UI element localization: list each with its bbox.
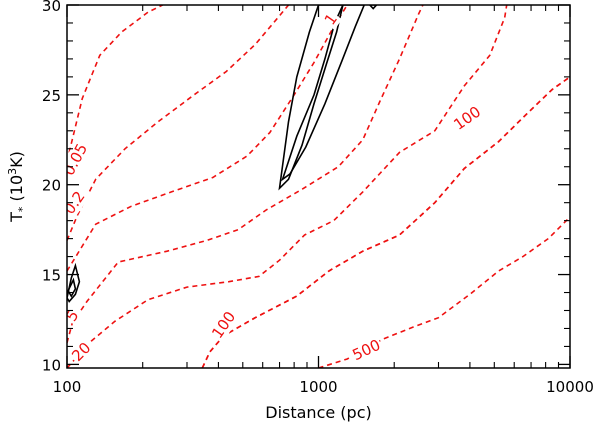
red-contour-0 (67, 5, 163, 162)
contour-label-bg-7 (348, 335, 385, 365)
black-contour-2 (368, 5, 378, 10)
red-contour-5 (201, 76, 570, 368)
y-axis-label-unit-sup: 3 (6, 168, 19, 175)
contour-label-5: 100 (208, 308, 239, 342)
contour-label-bg-6 (449, 101, 486, 135)
y-tick-label: 10 (42, 356, 61, 374)
x-ticks: 100 1000 10000 (53, 5, 594, 396)
contour-label-4: 20 (68, 339, 94, 365)
contour-label-bg-1 (67, 184, 91, 221)
contour-label-bg-2 (319, 8, 343, 30)
black-contour-4 (67, 277, 77, 298)
black-contour-3 (67, 262, 81, 303)
x-tick-label: 10000 (546, 378, 594, 396)
y-axis-label-main: T (7, 212, 26, 223)
y-tick-label: 25 (42, 87, 61, 105)
contour-label-bg-5 (207, 307, 240, 343)
x-axis-label: Distance (pc) (265, 403, 371, 422)
red-contour-3 (67, 5, 424, 344)
y-tick-label: 15 (42, 267, 61, 285)
contour-label-bg-0 (67, 137, 93, 182)
y-axis-label-unit-prefix: (10 (7, 175, 26, 207)
red-contour-6 (201, 76, 570, 368)
y-ticks: 10 15 20 25 30 (42, 0, 570, 374)
y-axis-label: T* (103K) (6, 151, 29, 223)
y-axis-label-sub: * (16, 206, 29, 212)
red-contour-1 (67, 5, 290, 241)
plot-frame (66, 4, 571, 369)
red-contour-2 (67, 5, 348, 272)
contour-label-bg-4 (67, 337, 96, 366)
contour-label-6: 100 (450, 103, 484, 134)
x-tick-label: 1000 (299, 378, 337, 396)
y-axis-label-unit-suffix: K) (7, 151, 26, 168)
red-contour-4 (67, 5, 508, 368)
x-tick-label: 100 (53, 378, 82, 396)
contour-label-bg-3 (67, 305, 84, 327)
y-tick-label: 30 (42, 0, 61, 15)
black-contour-1 (281, 5, 366, 182)
y-tick-label: 20 (42, 177, 61, 195)
